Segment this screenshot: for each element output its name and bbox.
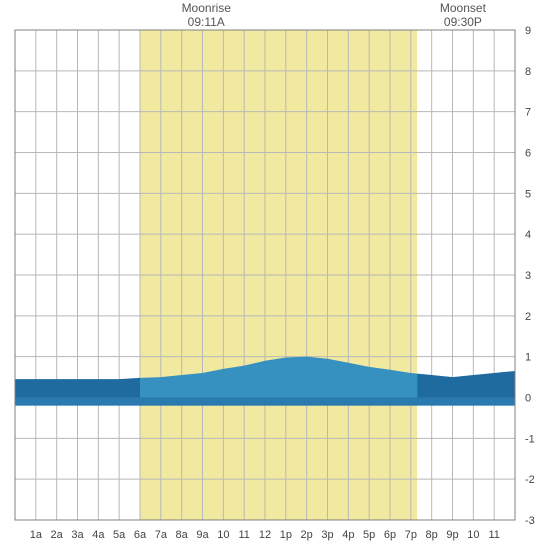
x-axis-label: 4a	[92, 529, 105, 541]
x-axis-label: 2p	[301, 529, 313, 541]
x-axis-label: 5a	[113, 529, 126, 541]
x-axis-label: 6a	[134, 529, 147, 541]
x-axis-label: 8a	[176, 529, 189, 541]
y-axis-label: 1	[525, 352, 531, 364]
x-axis-label: 9p	[446, 529, 458, 541]
x-axis-label: 6p	[384, 529, 396, 541]
y-axis-label: 4	[525, 229, 531, 241]
x-axis-label: 1p	[280, 529, 292, 541]
x-axis-label: 1a	[30, 529, 43, 541]
x-axis-label: 8p	[426, 529, 438, 541]
x-axis-label: 2a	[51, 529, 64, 541]
water-baseline	[15, 398, 515, 406]
x-axis-label: 4p	[342, 529, 354, 541]
y-axis-label: 7	[525, 107, 531, 119]
x-axis-label: 7p	[405, 529, 417, 541]
x-axis-label: 3p	[321, 529, 333, 541]
y-axis-label: 6	[525, 148, 531, 160]
x-axis-label: 5p	[363, 529, 375, 541]
x-axis-label: 10	[217, 529, 229, 541]
x-axis-label: 10	[467, 529, 479, 541]
tide-moon-chart: -3-2-101234567891a2a3a4a5a6a7a8a9a101112…	[0, 0, 550, 550]
x-axis-label: 9a	[196, 529, 209, 541]
y-axis-label: 5	[525, 188, 531, 200]
moonrise-title: Moonrise	[182, 1, 232, 15]
y-axis-label: 0	[525, 393, 531, 405]
moonrise-time: 09:11A	[188, 15, 225, 29]
x-axis-label: 11	[488, 529, 499, 541]
x-axis-label: 3a	[71, 529, 84, 541]
x-axis-label: 7a	[155, 529, 168, 541]
y-axis-label: 3	[525, 270, 531, 282]
x-axis-label: 12	[259, 529, 271, 541]
y-axis-label: -2	[525, 474, 535, 486]
moonset-time: 09:30P	[444, 15, 482, 29]
y-axis-label: 8	[525, 66, 531, 78]
moonset-title: Moonset	[440, 1, 487, 15]
tide-area	[15, 378, 140, 398]
y-axis-label: 9	[525, 25, 531, 37]
y-axis-label: 2	[525, 311, 531, 323]
y-axis-label: -1	[525, 433, 535, 445]
x-axis-label: 11	[238, 529, 249, 541]
y-axis-label: -3	[525, 515, 535, 527]
